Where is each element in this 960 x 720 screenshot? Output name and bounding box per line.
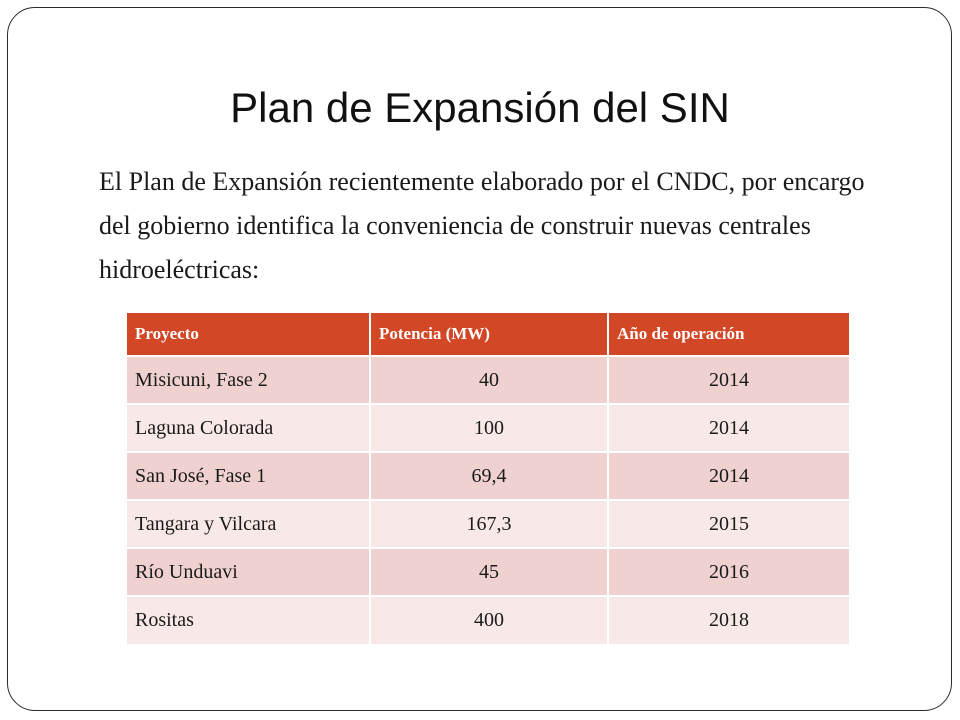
cell-ano: 2014 (608, 355, 849, 404)
table-row: Laguna Colorada 100 2014 (127, 403, 849, 452)
cell-potencia: 45 (370, 547, 609, 596)
cell-proyecto: Tangara y Vilcara (127, 499, 371, 548)
slide-title: Plan de Expansión del SIN (230, 84, 730, 131)
cell-proyecto: Rositas (127, 595, 371, 644)
cell-ano: 2014 (608, 451, 849, 500)
cell-proyecto: San José, Fase 1 (127, 451, 371, 500)
cell-proyecto: Misicuni, Fase 2 (127, 355, 371, 404)
cell-ano: 2018 (608, 595, 849, 644)
cell-potencia: 167,3 (370, 499, 609, 548)
cell-potencia: 69,4 (370, 451, 609, 500)
table-header-row: Proyecto Potencia (MW) Año de operación (127, 313, 849, 356)
cell-ano: 2015 (608, 499, 849, 548)
slide-body-text: El Plan de Expansión recientemente elabo… (99, 167, 865, 284)
header-ano-operacion: Año de operación (608, 313, 849, 356)
table-row: Rositas 400 2018 (127, 595, 849, 644)
cell-proyecto: Laguna Colorada (127, 403, 371, 452)
table-row: Misicuni, Fase 2 40 2014 (127, 355, 849, 404)
cell-ano: 2014 (608, 403, 849, 452)
cell-ano: 2016 (608, 547, 849, 596)
projects-table: Proyecto Potencia (MW) Año de operación … (127, 313, 849, 644)
table-row: San José, Fase 1 69,4 2014 (127, 451, 849, 500)
header-potencia: Potencia (MW) (370, 313, 609, 356)
header-proyecto: Proyecto (127, 313, 371, 356)
cell-potencia: 100 (370, 403, 609, 452)
table-row: Tangara y Vilcara 167,3 2015 (127, 499, 849, 548)
cell-proyecto: Río Unduavi (127, 547, 371, 596)
table-row: Río Unduavi 45 2016 (127, 547, 849, 596)
cell-potencia: 400 (370, 595, 609, 644)
cell-potencia: 40 (370, 355, 609, 404)
